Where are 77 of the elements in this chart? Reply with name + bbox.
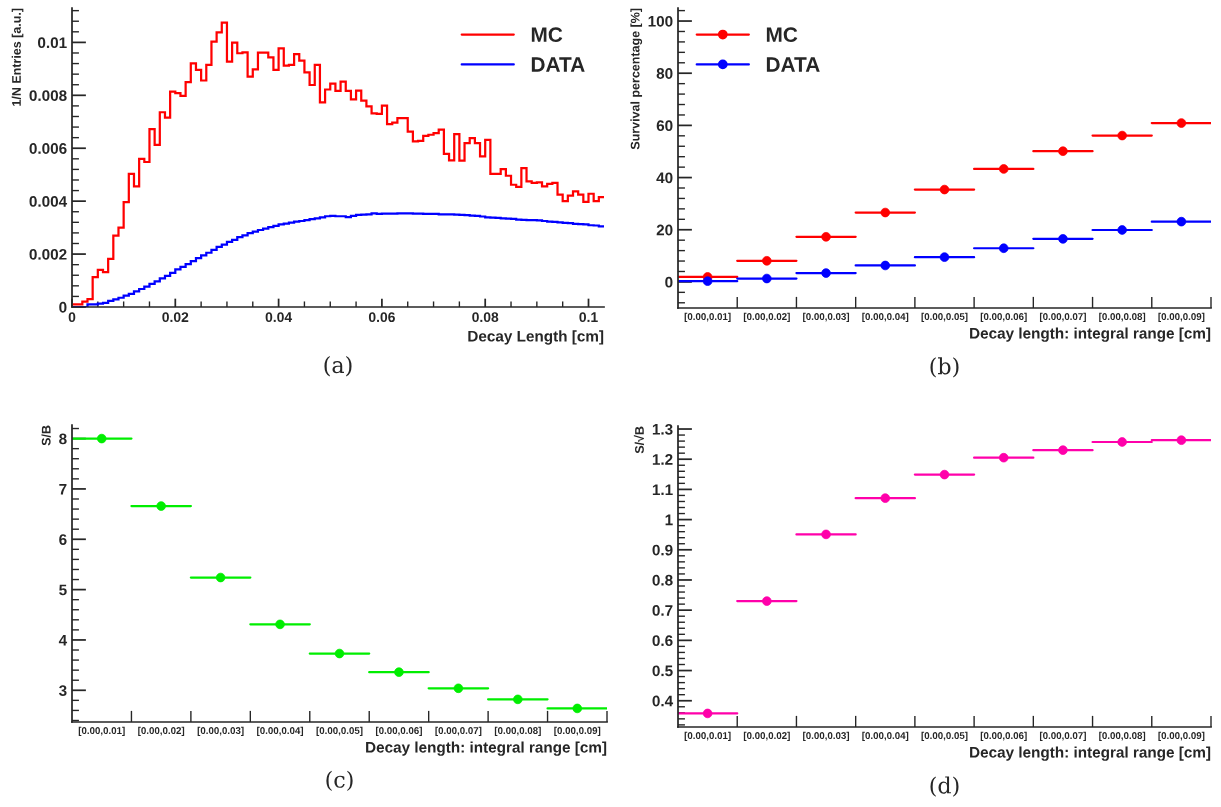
text: (b)	[930, 357, 959, 378]
x-tick-label: [0.00,0.03]	[197, 726, 244, 736]
y-tick-label: 0.7	[652, 605, 673, 616]
y-tick-label: 0.8	[652, 574, 673, 586]
x-tick-label: [0.00,0.01]	[78, 726, 125, 736]
y-tick-label: 0.5	[652, 665, 673, 677]
y-tick-label: 1.2	[652, 454, 673, 465]
y-tick-label: 8	[59, 433, 67, 445]
y-tick-label: 4	[58, 634, 68, 646]
legend-label: DATA	[531, 57, 585, 72]
y-tick-label: 0.4	[652, 695, 674, 707]
x-tick-label: [0.00,0.03]	[803, 731, 850, 741]
y-tick-label: 0.9	[652, 544, 673, 556]
x-tick-label: [0.00,0.05]	[921, 312, 968, 322]
y-tick-label: 0.008	[29, 90, 67, 101]
x-tick-label: 0	[68, 312, 76, 323]
text: (d)	[930, 776, 959, 797]
x-tick-label: [0.00,0.08]	[1099, 312, 1146, 322]
x-tick-label: [0.00,0.07]	[1039, 731, 1086, 741]
x-tick-label: [0.00,0.05]	[921, 731, 968, 741]
x-tick-label: 0.04	[265, 312, 293, 323]
x-axis-title: Decay length: integral range [cm]	[970, 746, 1211, 761]
x-tick-label: [0.00,0.01]	[684, 731, 731, 741]
x-tick-label: 0.08	[472, 312, 499, 323]
legend-label: MC	[531, 27, 563, 43]
x-tick-label: 0.02	[162, 312, 189, 323]
x-axis-title: Decay length: integral range [cm]	[366, 741, 607, 756]
y-tick-label: 1	[665, 514, 673, 526]
x-tick-label: [0.00,0.06]	[375, 726, 422, 736]
x-tick-label: [0.00,0.06]	[980, 312, 1027, 322]
x-tick-label: [0.00,0.05]	[316, 726, 363, 736]
x-tick-label: [0.00,0.02]	[743, 731, 790, 741]
y-tick-label: 100	[648, 15, 673, 27]
y-tick-label: 60	[656, 120, 673, 132]
x-tick-label: [0.00,0.02]	[138, 726, 185, 736]
x-tick-label: [0.00,0.06]	[980, 731, 1027, 741]
x-tick-label: [0.00,0.01]	[684, 312, 731, 322]
x-tick-label: [0.00,0.04]	[257, 726, 304, 736]
y-axis-title: 1/N Entries [a.u.]	[11, 8, 24, 106]
x-tick-label: [0.00,0.04]	[862, 312, 909, 322]
y-tick-label: 3	[58, 685, 67, 696]
x-tick-label: [0.00,0.04]	[862, 731, 909, 741]
y-tick-label: 0.006	[29, 143, 67, 154]
y-tick-label: 20	[656, 224, 673, 236]
y-tick-label: 0.004	[29, 196, 68, 207]
y-tick-label: 0.6	[652, 635, 673, 647]
text: (a)	[324, 356, 352, 377]
x-tick-label: [0.00,0.08]	[1099, 731, 1146, 741]
y-tick-label: 6	[59, 534, 67, 545]
x-tick-label: [0.00,0.09]	[554, 726, 601, 736]
text: (c)	[326, 770, 353, 791]
x-tick-label: [0.00,0.07]	[1039, 312, 1086, 322]
x-tick-label: 0.1	[579, 312, 598, 323]
x-tick-label: [0.00,0.03]	[803, 312, 850, 322]
y-tick-label: 0	[665, 276, 673, 288]
y-tick-label: 7	[59, 483, 67, 495]
y-tick-label: 80	[656, 68, 673, 79]
x-tick-label: [0.00,0.02]	[743, 312, 790, 322]
y-axis-title: Survival percentage [%]	[630, 8, 643, 150]
legend-label: DATA	[766, 57, 820, 72]
y-tick-label: 0.002	[29, 248, 67, 260]
y-tick-label: 0.01	[38, 37, 67, 49]
y-tick-label: 5	[59, 584, 67, 596]
y-tick-label: 40	[656, 172, 673, 184]
y-axis-title: S/√B	[633, 426, 644, 454]
y-axis-title: S/B	[41, 425, 51, 446]
y-tick-label: 1.3	[652, 423, 673, 435]
x-tick-label: [0.00,0.09]	[1158, 731, 1205, 741]
x-tick-label: [0.00,0.07]	[435, 726, 482, 736]
x-tick-label: 0.06	[368, 312, 395, 323]
x-axis-title: Decay length: integral range [cm]	[970, 327, 1211, 342]
x-axis-title: Decay Length [cm]	[468, 330, 604, 345]
y-tick-label: 1.1	[652, 484, 673, 495]
y-tick-label: 0	[59, 301, 67, 313]
x-tick-label: [0.00,0.08]	[494, 726, 541, 736]
legend-label: MC	[766, 27, 798, 43]
x-tick-label: [0.00,0.09]	[1158, 312, 1205, 322]
